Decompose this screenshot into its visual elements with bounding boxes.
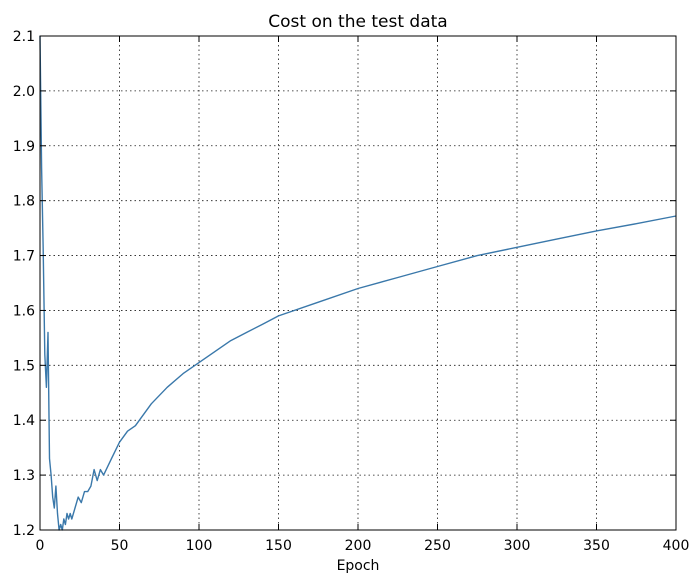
x-tick-label: 400 bbox=[663, 538, 690, 554]
y-tick-label: 1.5 bbox=[13, 358, 35, 374]
x-tick-label: 350 bbox=[583, 538, 610, 554]
x-tick-label: 250 bbox=[424, 538, 451, 554]
x-tick-label: 0 bbox=[36, 538, 45, 554]
y-tick-labels: 1.2 1.3 1.4 1.5 1.6 1.7 1.8 1.9 2.0 2.1 bbox=[13, 29, 35, 539]
x-tick-label: 200 bbox=[345, 538, 372, 554]
y-tick-label: 2.1 bbox=[13, 29, 35, 45]
y-tick-label: 1.6 bbox=[13, 303, 35, 319]
gridlines bbox=[40, 36, 676, 530]
chart-title: Cost on the test data bbox=[268, 12, 447, 32]
y-tick-label: 2.0 bbox=[13, 84, 35, 100]
x-axis-label: Epoch bbox=[337, 558, 380, 573]
y-tick-label: 1.9 bbox=[13, 139, 35, 155]
x-tick-label: 100 bbox=[186, 538, 213, 554]
y-tick-label: 1.4 bbox=[13, 413, 35, 429]
x-tick-labels: 0 50 100 150 200 250 300 350 400 bbox=[36, 538, 690, 554]
x-tick-label: 50 bbox=[111, 538, 129, 554]
y-tick-label: 1.2 bbox=[13, 523, 35, 539]
y-tick-label: 1.7 bbox=[13, 249, 35, 265]
x-tick-label: 300 bbox=[504, 538, 531, 554]
x-tick-label: 150 bbox=[265, 538, 292, 554]
y-tick-label: 1.8 bbox=[13, 194, 35, 210]
y-tick-label: 1.3 bbox=[13, 468, 35, 484]
